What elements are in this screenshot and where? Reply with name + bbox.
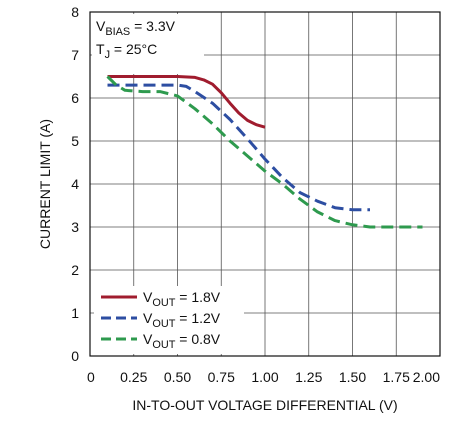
legend-label: VOUT = 1.8V [143,289,221,309]
chart-series [106,75,423,229]
x-tick-label: 1.25 [295,369,322,385]
condition-label: TJ = 25°C [96,41,157,61]
x-axis-label: IN-TO-OUT VOLTAGE DIFFERENTIAL (V) [132,397,397,413]
y-tick-label: 5 [71,133,79,149]
series-line-1 [107,75,266,129]
legend-label: VOUT = 1.2V [143,310,221,330]
series-line-3 [106,75,423,229]
condition-label: VBIAS = 3.3V [96,18,176,38]
x-tick-label: 2.00 [413,369,440,385]
tick-labels: 0 0.25 0.50 0.75 1.00 1.25 1.50 1.75 2.00 0 1 2 3 4 5 6… [71,4,440,385]
y-tick-label: 6 [71,90,79,106]
x-tick-label: 0.25 [120,369,147,385]
conditions-box [92,14,204,74]
x-tick-label: 1.50 [339,369,366,385]
chart-grid [90,12,440,356]
x-tick-label: 0.50 [164,369,191,385]
y-tick-label: 3 [71,219,79,235]
plot-frame [89,11,441,357]
y-tick-label: 4 [71,176,79,192]
x-tick-label: 0.75 [208,369,235,385]
y-tick-label: 2 [71,262,79,278]
x-tick-label: 0 [87,369,95,385]
series-line-2 [107,83,370,212]
y-tick-label: 8 [71,4,79,20]
x-tick-label: 1.00 [251,369,278,385]
y-tick-label: 1 [71,305,79,321]
y-axis-label: CURRENT LIMIT (A) [37,119,53,249]
y-tick-label: 7 [71,47,79,63]
y-tick-label: 0 [71,348,79,364]
legend-label: VOUT = 0.8V [143,331,221,351]
x-tick-label: 1.75 [383,369,410,385]
condition-annotations: VBIAS = 3.3V TJ = 25°C [92,14,204,74]
